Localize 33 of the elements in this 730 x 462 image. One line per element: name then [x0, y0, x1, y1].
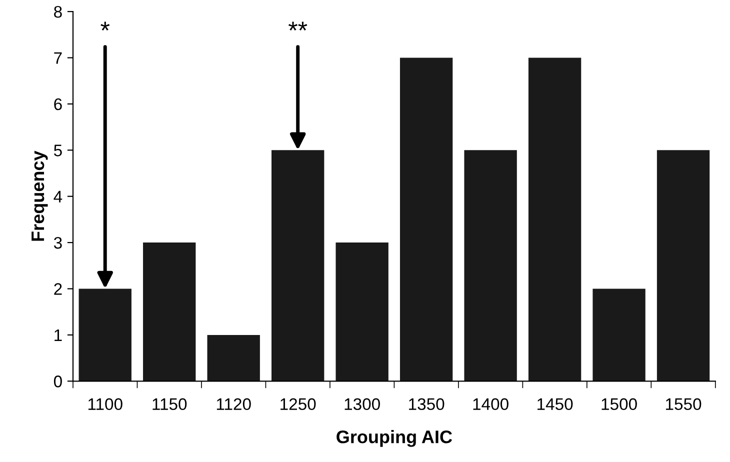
y-tick-label: 0	[54, 376, 62, 388]
x-tick-label: 1450	[538, 398, 573, 410]
annotation: **	[288, 22, 308, 30]
x-tick-label: 1550	[666, 398, 702, 410]
y-tick-label: 2	[54, 283, 62, 295]
bar	[528, 58, 582, 382]
x-tick-label: 1250	[280, 398, 316, 410]
bar	[143, 242, 196, 382]
y-tick-label: 3	[54, 236, 62, 249]
x-tick-label: 1350	[409, 398, 444, 410]
bar	[336, 242, 388, 382]
y-tick-label: 6	[54, 98, 62, 110]
x-tick-label: 1500	[602, 398, 637, 410]
y-tick-label: 7	[54, 52, 62, 64]
bar	[464, 150, 517, 382]
x-tick-label: 1150	[152, 398, 187, 410]
y-tick-label: 4	[54, 190, 62, 202]
x-axis-title: Grouping AIC	[336, 430, 452, 447]
x-tick-label: 1120	[216, 398, 251, 410]
x-tick-label: 1400	[473, 398, 508, 410]
y-tick-label: 8	[54, 6, 62, 18]
bar	[272, 150, 324, 382]
bar	[78, 288, 132, 382]
x-tick-label: 1100	[88, 398, 122, 410]
bar	[592, 288, 646, 382]
bar	[656, 150, 710, 382]
y-axis-title: Frequency	[32, 150, 48, 241]
x-tick-label: 1300	[344, 398, 380, 410]
bar	[207, 334, 260, 382]
y-tick-label: 5	[54, 144, 62, 156]
bar	[400, 58, 453, 382]
annotation: *	[100, 22, 110, 30]
y-tick-label: 1	[54, 330, 62, 341]
